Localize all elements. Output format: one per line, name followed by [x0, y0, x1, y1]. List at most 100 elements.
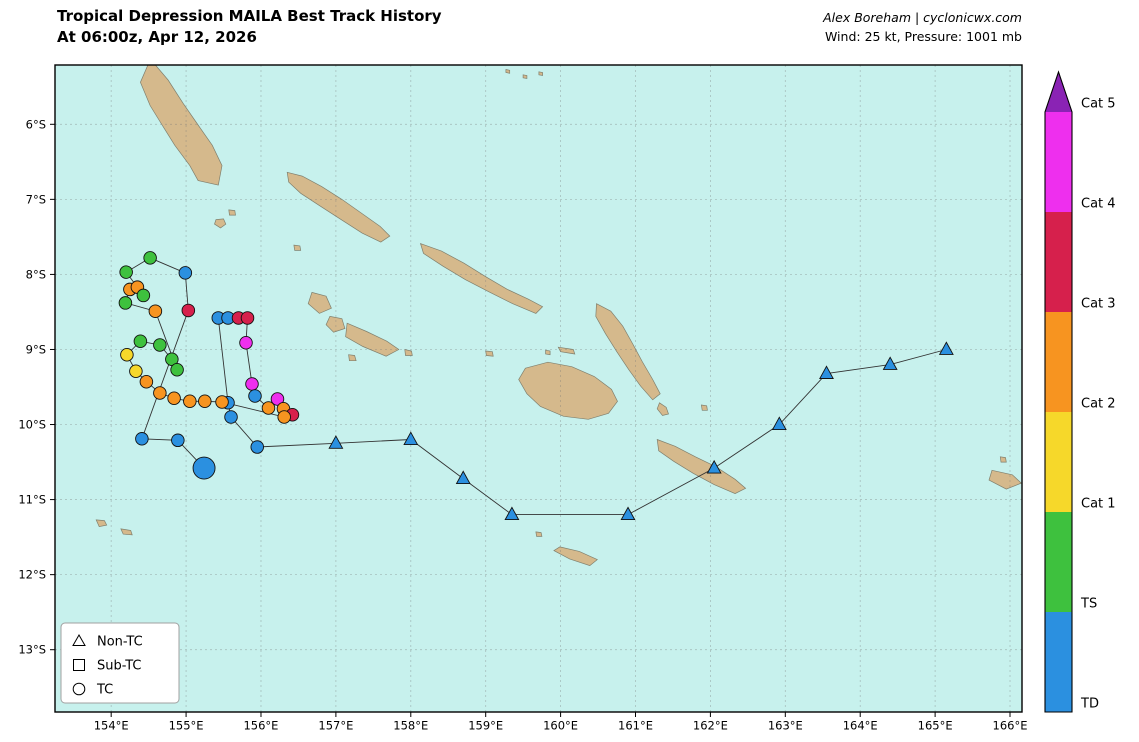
storm-stats: Wind: 25 kt, Pressure: 1001 mb: [824, 29, 1022, 44]
track-point-tc: [120, 347, 134, 362]
track-point-tc: [170, 362, 184, 377]
track-point-tc: [245, 377, 259, 391]
track-point-nontc: [328, 435, 344, 449]
land-polygon: [656, 438, 747, 494]
credit-line: Alex Boreham | cyclonicwx.com: [823, 10, 1022, 25]
colorbar-label: Cat 1: [1081, 497, 1116, 512]
legend-square-icon: [73, 659, 85, 671]
land-polygon: [419, 243, 544, 314]
land-polygon: [345, 322, 400, 357]
track-point-tc: [143, 251, 157, 265]
graticule: 154°E 155°E 156°E 157°E 158°E 159°E 160°E 161°E…: [18, 65, 1027, 733]
track-point-tc: [250, 440, 264, 454]
x-tick-label: 158°E: [393, 719, 428, 733]
x-tick-label: 164°E: [843, 719, 878, 733]
intensity-colorbar: TD TS Cat 1 Cat 2 Cat 3 Cat 4 Cat 5: [1044, 70, 1116, 713]
land-polygon: [988, 469, 1022, 490]
land-polygon: [120, 528, 133, 536]
colorbar-segment: [1045, 112, 1072, 212]
chart-title: Tropical Depression MAILA Best Track His…: [57, 7, 442, 25]
land-polygon: [656, 402, 669, 416]
land-polygon: [595, 303, 661, 401]
y-tick-label: 11°S: [18, 493, 46, 507]
track-point-nontc: [403, 431, 419, 445]
land-polygon: [518, 361, 618, 420]
land-polygon: [999, 456, 1007, 463]
track-point-nontc: [620, 506, 636, 521]
colorbar-label: Cat 5: [1081, 97, 1116, 112]
track-point-tc: [181, 303, 196, 318]
y-tick-label: 13°S: [18, 643, 46, 657]
map-frame: [54, 64, 1023, 713]
land-polygon: [557, 346, 576, 355]
land-polygon: [700, 404, 708, 411]
x-tick-label: 163°E: [768, 719, 803, 733]
track-point-nontc: [771, 416, 787, 430]
track-point-tc: [277, 410, 291, 424]
track-point-nontc: [455, 470, 471, 485]
track-point-nontc: [706, 459, 722, 474]
track-point-tc: [248, 389, 262, 403]
colorbar-label: Cat 2: [1081, 397, 1116, 412]
track-point-tc: [129, 364, 143, 378]
colorbar-segment: [1045, 212, 1072, 312]
colorbar-segment: [1045, 612, 1072, 712]
x-tick-label: 156°E: [243, 719, 278, 733]
track-point-nontc: [882, 356, 898, 370]
track-point-tc: [118, 296, 133, 310]
x-tick-label: 165°E: [918, 719, 953, 733]
chart-title-block: Tropical Depression MAILA Best Track His…: [57, 6, 442, 48]
colorbar-arrow: [1045, 72, 1072, 112]
track-point-tc: [178, 266, 193, 280]
colorbar-segment: [1045, 312, 1072, 412]
land-polygon: [538, 71, 543, 76]
track-point-nontc: [504, 506, 520, 521]
legend-label: TC: [96, 683, 113, 698]
x-tick-label: 155°E: [169, 719, 204, 733]
track-point-tc: [270, 392, 285, 406]
track-point-tc: [239, 335, 253, 350]
track-point-nontc: [938, 341, 954, 355]
credit-block: Alex Boreham | cyclonicwx.com Wind: 25 k…: [823, 8, 1022, 46]
land-polygon: [545, 349, 551, 356]
track-point-tc: [119, 265, 133, 279]
track-point-tc: [153, 386, 167, 400]
x-tick-label: 162°E: [693, 719, 728, 733]
colorbar-label: Cat 4: [1081, 197, 1116, 212]
track-point-tc: [183, 394, 197, 409]
land-polygon: [307, 291, 332, 314]
track-point-tc: [171, 433, 185, 448]
track-point-tc: [240, 311, 255, 325]
legend-triangle-icon: [72, 633, 86, 646]
land-polygon: [522, 74, 528, 79]
colorbar-segment: [1045, 412, 1072, 512]
y-tick-label: 8°S: [26, 267, 46, 281]
land-polygon: [348, 354, 357, 362]
land-polygon: [228, 209, 236, 216]
y-tick-label: 9°S: [26, 342, 46, 356]
track-point-tc: [133, 334, 148, 348]
track-point-tc: [135, 432, 149, 446]
track-point-tc: [224, 410, 238, 424]
colorbar-label: TS: [1080, 597, 1097, 612]
land-polygon: [553, 546, 598, 566]
track-point-tc: [153, 338, 167, 352]
x-tick-label: 161°E: [618, 719, 653, 733]
track-point-tc: [148, 304, 163, 318]
y-tick-label: 10°S: [18, 418, 46, 432]
y-tick-label: 7°S: [26, 192, 46, 206]
track-point-tc: [198, 394, 212, 409]
legend-circle-icon: [72, 682, 86, 696]
colorbar-label: TD: [1080, 697, 1099, 712]
track-point-tc: [139, 374, 154, 389]
x-tick-label: 154°E: [94, 719, 129, 733]
track-point-tc: [136, 288, 151, 303]
legend-box: [60, 622, 180, 704]
track-point-tc: [215, 395, 229, 409]
land-polygon: [535, 531, 543, 537]
land-polygon: [325, 316, 346, 333]
colorbar-label: Cat 3: [1081, 297, 1116, 312]
legend-label: Sub-TC: [97, 659, 142, 674]
